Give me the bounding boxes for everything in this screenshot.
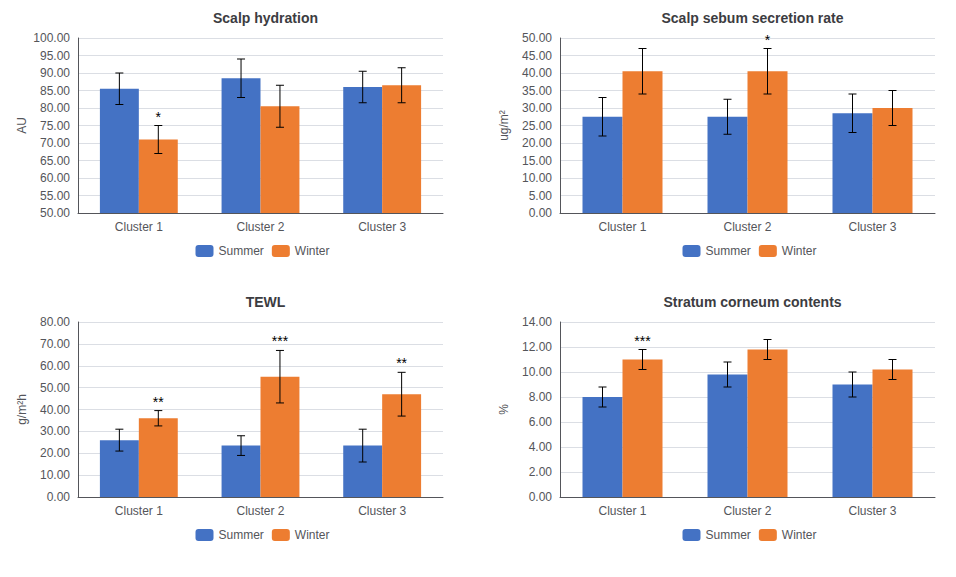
svg-text:Cluster 3: Cluster 3	[358, 504, 406, 518]
svg-text:g/m²h: g/m²h	[15, 394, 29, 425]
svg-text:Cluster 2: Cluster 2	[723, 504, 771, 518]
svg-text:Cluster 1: Cluster 1	[115, 504, 163, 518]
svg-text:70.00: 70.00	[40, 136, 70, 150]
svg-text:0.00: 0.00	[529, 490, 553, 504]
svg-text:Summer: Summer	[219, 244, 264, 258]
svg-text:14.00: 14.00	[522, 315, 552, 329]
svg-text:15.00: 15.00	[522, 154, 552, 168]
svg-text:10.00: 10.00	[522, 171, 552, 185]
svg-text:Summer: Summer	[706, 244, 751, 258]
svg-text:90.00: 90.00	[40, 66, 70, 80]
svg-text:Scalp sebum secretion rate: Scalp sebum secretion rate	[661, 10, 843, 26]
svg-text:95.00: 95.00	[40, 49, 70, 63]
svg-text:Cluster 1: Cluster 1	[598, 504, 646, 518]
svg-text:Summer: Summer	[706, 528, 751, 542]
svg-text:55.00: 55.00	[40, 189, 70, 203]
svg-text:*: *	[765, 32, 771, 48]
svg-text:50.00: 50.00	[522, 31, 552, 45]
svg-text:***: ***	[634, 333, 651, 349]
svg-text:Cluster 3: Cluster 3	[848, 220, 896, 234]
svg-text:30.00: 30.00	[40, 424, 70, 438]
svg-text:Winter: Winter	[782, 528, 817, 542]
svg-text:Cluster 3: Cluster 3	[358, 220, 406, 234]
svg-text:40.00: 40.00	[522, 66, 552, 80]
svg-text:Cluster 1: Cluster 1	[598, 220, 646, 234]
svg-text:70.00: 70.00	[40, 337, 70, 351]
svg-text:20.00: 20.00	[40, 446, 70, 460]
svg-text:85.00: 85.00	[40, 84, 70, 98]
svg-text:80.00: 80.00	[40, 101, 70, 115]
svg-text:50.00: 50.00	[40, 206, 70, 220]
svg-text:TEWL: TEWL	[246, 294, 286, 310]
svg-text:40.00: 40.00	[40, 403, 70, 417]
svg-text:Stratum corneum contents: Stratum corneum contents	[663, 294, 841, 310]
svg-text:Cluster 2: Cluster 2	[236, 504, 284, 518]
svg-text:50.00: 50.00	[40, 381, 70, 395]
svg-text:75.00: 75.00	[40, 119, 70, 133]
svg-text:30.00: 30.00	[522, 101, 552, 115]
svg-text:0.00: 0.00	[47, 490, 71, 504]
svg-text:65.00: 65.00	[40, 154, 70, 168]
svg-text:Cluster 2: Cluster 2	[723, 220, 771, 234]
svg-text:20.00: 20.00	[522, 136, 552, 150]
svg-text:10.00: 10.00	[522, 365, 552, 379]
svg-text:4.00: 4.00	[529, 440, 553, 454]
svg-text:Cluster 3: Cluster 3	[848, 504, 896, 518]
svg-text:12.00: 12.00	[522, 340, 552, 354]
svg-text:2.00: 2.00	[529, 465, 553, 479]
svg-text:100.00: 100.00	[33, 31, 70, 45]
svg-text:10.00: 10.00	[40, 468, 70, 482]
svg-text:80.00: 80.00	[40, 315, 70, 329]
svg-text:***: ***	[272, 333, 289, 349]
svg-text:6.00: 6.00	[529, 415, 553, 429]
svg-text:Cluster 1: Cluster 1	[115, 220, 163, 234]
svg-text:45.00: 45.00	[522, 49, 552, 63]
svg-text:60.00: 60.00	[40, 171, 70, 185]
svg-text:Scalp hydration: Scalp hydration	[213, 10, 318, 26]
svg-text:Winter: Winter	[782, 244, 817, 258]
svg-text:Winter: Winter	[295, 244, 330, 258]
svg-text:**: **	[153, 394, 164, 410]
svg-text:Winter: Winter	[295, 528, 330, 542]
svg-text:Cluster 2: Cluster 2	[236, 220, 284, 234]
svg-text:%: %	[497, 404, 511, 415]
svg-text:0.00: 0.00	[529, 206, 553, 220]
svg-text:*: *	[156, 109, 162, 125]
svg-text:35.00: 35.00	[522, 84, 552, 98]
svg-text:5.00: 5.00	[529, 189, 553, 203]
svg-text:8.00: 8.00	[529, 390, 553, 404]
svg-text:**: **	[396, 355, 407, 371]
svg-text:Summer: Summer	[219, 528, 264, 542]
svg-text:AU: AU	[15, 117, 29, 134]
svg-text:25.00: 25.00	[522, 119, 552, 133]
svg-text:ug/m²: ug/m²	[497, 110, 511, 141]
svg-text:60.00: 60.00	[40, 359, 70, 373]
